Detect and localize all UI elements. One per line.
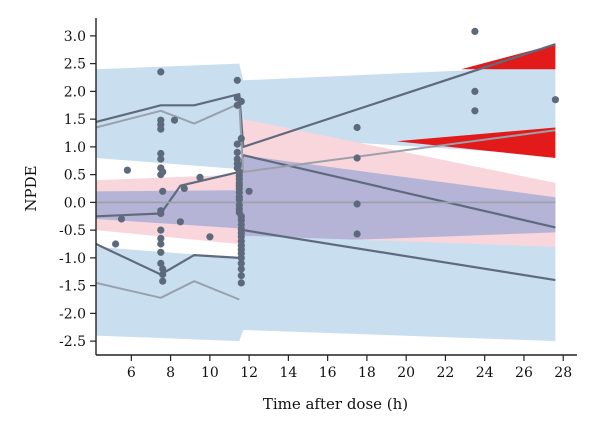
x-axis-ticks: 6 8 10 12 14 16 18 20 22 24 26 28 xyxy=(127,355,572,381)
data-point xyxy=(353,154,361,162)
y-tick-label: 1.5 xyxy=(64,112,86,128)
data-point xyxy=(353,200,361,208)
data-point xyxy=(237,265,245,273)
data-point xyxy=(245,187,253,195)
data-point xyxy=(471,107,479,115)
x-tick-label: 18 xyxy=(358,365,376,381)
plot-area xyxy=(95,27,560,342)
y-tick-label: 0.0 xyxy=(64,195,86,211)
y-tick-label: -1.0 xyxy=(59,251,86,267)
line-observed-p05 xyxy=(95,229,556,282)
data-point xyxy=(237,254,245,262)
data-point xyxy=(237,279,245,287)
y-tick-label: 3.0 xyxy=(64,29,86,45)
data-point xyxy=(157,248,165,256)
data-point xyxy=(471,27,479,35)
data-point xyxy=(233,148,241,156)
y-axis-label: NPDE xyxy=(22,165,40,211)
data-point xyxy=(237,97,245,105)
data-point xyxy=(176,218,184,226)
data-point xyxy=(157,226,165,234)
data-point xyxy=(123,166,131,174)
data-point xyxy=(551,96,560,104)
x-tick-label: 12 xyxy=(240,365,258,381)
y-tick-label: -2.0 xyxy=(59,306,86,322)
data-point xyxy=(196,173,204,181)
data-point xyxy=(159,270,167,279)
data-point xyxy=(206,233,214,241)
data-point xyxy=(117,215,126,223)
data-point xyxy=(159,265,167,273)
y-tick-label: 2.5 xyxy=(64,57,86,73)
data-point xyxy=(233,76,241,84)
data-point xyxy=(157,259,165,267)
data-point xyxy=(471,87,479,95)
data-point xyxy=(353,230,361,238)
band-lower_pi xyxy=(96,235,556,342)
y-tick-label: 2.0 xyxy=(64,84,86,100)
x-tick-label: 14 xyxy=(279,365,297,381)
data-point xyxy=(237,259,245,267)
data-point xyxy=(233,140,241,148)
x-tick-label: 8 xyxy=(166,365,175,381)
line-observed-median xyxy=(95,154,556,229)
y-tick-label: 0.5 xyxy=(64,168,86,184)
percentile-lines xyxy=(95,43,556,301)
line-theoretical-p95 xyxy=(95,102,556,173)
y-axis-ticks: -2.5 -2.0 -1.5 -1.0 -0.5 0.0 0.5 1.0 1.5 2.0 2.5 3.… xyxy=(59,29,96,350)
data-point xyxy=(112,240,120,248)
data-point xyxy=(159,277,167,285)
y-tick-label: -2.5 xyxy=(59,334,86,350)
y-tick-label: 1.0 xyxy=(64,140,86,156)
x-axis-label: Time after dose (h) xyxy=(263,395,408,413)
data-point xyxy=(157,240,165,248)
data-point xyxy=(159,187,167,195)
y-tick-label: -1.5 xyxy=(59,279,86,295)
line-observed-p95 xyxy=(95,43,556,148)
x-tick-label: 22 xyxy=(437,365,455,381)
band-median-core xyxy=(96,155,556,244)
x-tick-label: 10 xyxy=(201,365,219,381)
x-tick-label: 6 xyxy=(127,365,136,381)
line-theoretical-p05 xyxy=(95,280,240,301)
y-tick-label: -0.5 xyxy=(59,223,86,239)
out-of-band-region-1 xyxy=(461,44,556,70)
data-point xyxy=(353,123,361,132)
data-point xyxy=(157,155,165,163)
x-tick-label: 24 xyxy=(476,365,494,381)
data-point xyxy=(157,149,165,158)
data-point xyxy=(157,209,165,218)
x-tick-label: 28 xyxy=(554,365,572,381)
data-point xyxy=(237,134,245,143)
data-point xyxy=(235,196,243,204)
data-point xyxy=(157,68,165,76)
data-point xyxy=(170,116,179,124)
data-point xyxy=(157,234,165,242)
data-point xyxy=(237,272,245,280)
x-tick-label: 20 xyxy=(397,365,415,381)
data-point xyxy=(159,168,167,176)
data-point xyxy=(157,125,165,133)
x-tick-label: 16 xyxy=(319,365,337,381)
data-point xyxy=(180,184,188,193)
observed-points xyxy=(112,27,560,287)
x-tick-label: 26 xyxy=(515,365,533,381)
